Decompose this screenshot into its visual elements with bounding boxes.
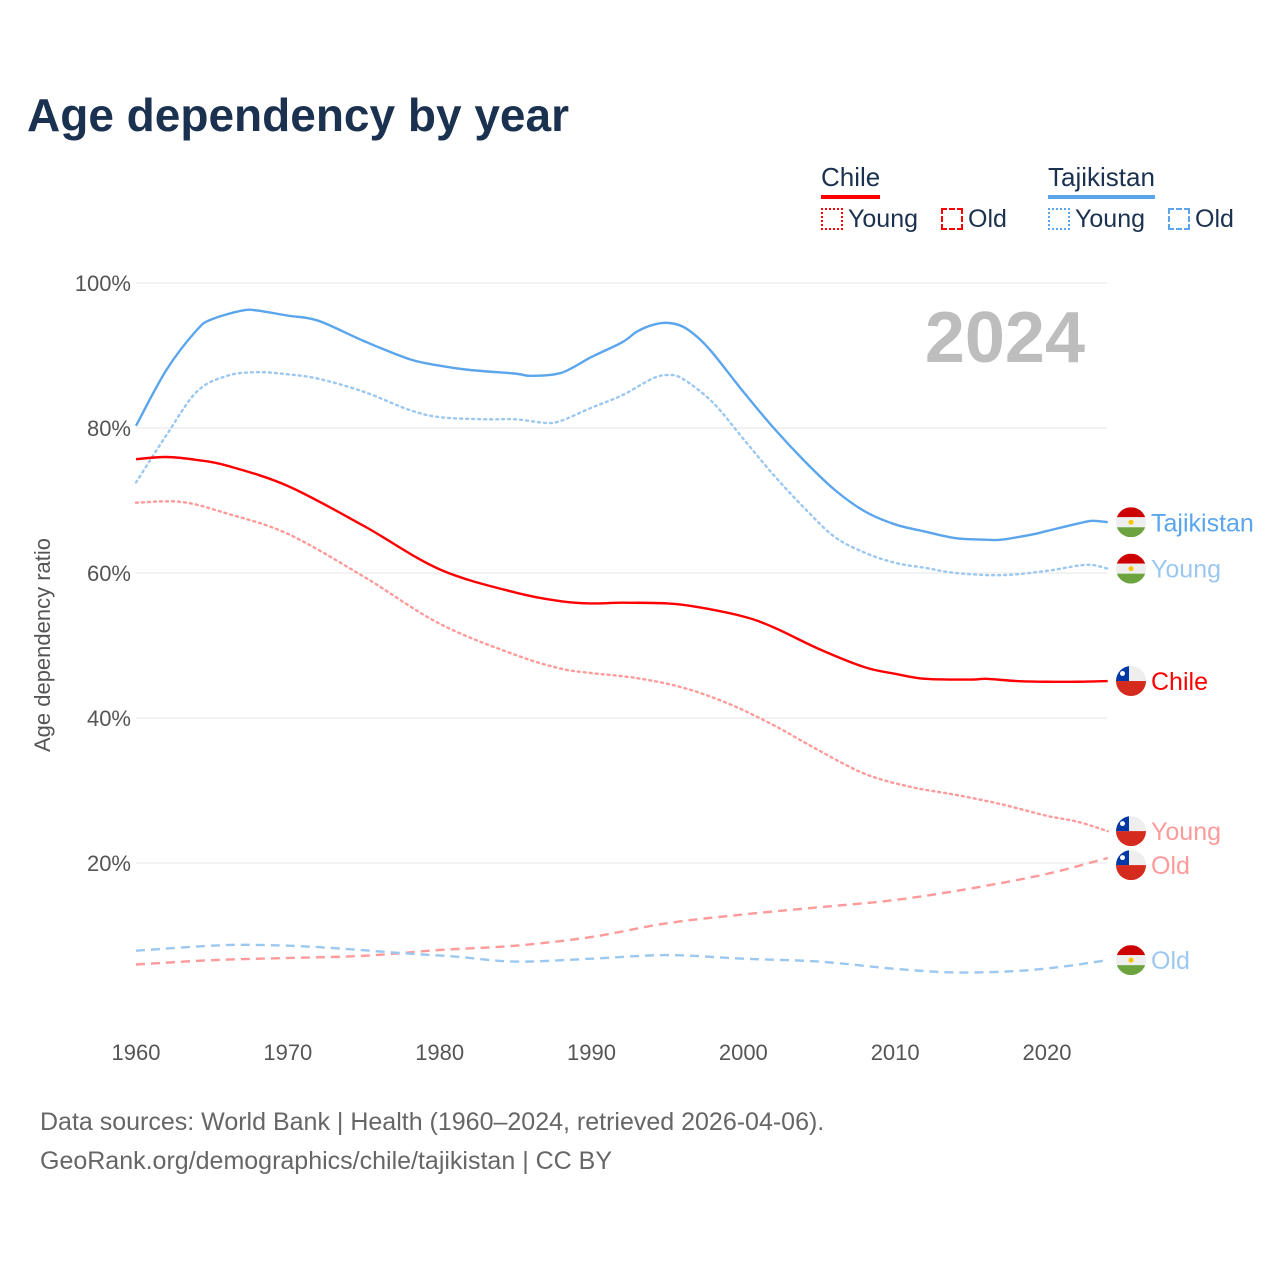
flag-chile-icon: [1116, 816, 1146, 847]
flag-chile-icon: [1116, 850, 1146, 881]
y-tick-label: 60%: [87, 561, 131, 586]
flag-star: [1120, 855, 1125, 861]
x-tick-label: 2020: [1023, 1040, 1072, 1065]
dotted-swatch-icon: [1048, 208, 1070, 230]
series-end-label: Young: [1151, 556, 1221, 584]
x-tick-label: 1990: [567, 1040, 616, 1065]
series-end-label: Tajikistan: [1151, 509, 1254, 537]
flag-part: [1116, 945, 1146, 956]
year-watermark: 2024: [925, 298, 1085, 378]
x-tick-label: 2000: [719, 1040, 768, 1065]
dashed-swatch-icon: [1168, 208, 1190, 230]
dotted-swatch-icon: [821, 208, 843, 230]
series-end-label: Old: [1151, 852, 1190, 880]
flag-crown: [1128, 957, 1134, 963]
legend-chile-old: Old: [941, 205, 1007, 234]
y-tick-label: 80%: [87, 416, 131, 441]
series-line-chile-old: [135, 856, 1109, 966]
legend-label: Young: [848, 205, 918, 233]
legend-tajikistan-title: Tajikistan: [1048, 162, 1155, 199]
x-tick-label: 2010: [871, 1040, 920, 1065]
legend-label: Old: [968, 205, 1007, 233]
series-line-tajikistan: [134, 308, 1108, 542]
flag-part: [1116, 865, 1146, 881]
y-axis-label: Age dependency ratio: [30, 538, 55, 752]
legend-chile-young: Young: [821, 205, 918, 234]
flag-crown: [1128, 519, 1134, 525]
series-line-tajikistan-old: [135, 943, 1108, 974]
flag-part: [1116, 553, 1146, 564]
series-end-label: Old: [1151, 947, 1190, 975]
source-url[interactable]: GeoRank.org/demographics/chile/tajikista…: [40, 1147, 613, 1175]
page-title: Age dependency by year: [27, 89, 569, 141]
series-end-label: Young: [1151, 818, 1221, 846]
x-tick-label: 1960: [112, 1040, 161, 1065]
flag-tajikistan-icon: [1116, 945, 1146, 976]
flag-star: [1120, 821, 1125, 827]
flag-tajikistan-icon: [1116, 553, 1146, 584]
flag-part: [1116, 507, 1146, 518]
legend-taj-young: Young: [1048, 205, 1145, 234]
legend-label: Young: [1075, 205, 1145, 233]
series-end-label: Chile: [1151, 668, 1208, 696]
flag-part: [1116, 527, 1146, 538]
flag-part: [1116, 831, 1146, 847]
x-tick-label: 1980: [415, 1040, 464, 1065]
legend-taj-old: Old: [1168, 205, 1234, 234]
legend-chile-title: Chile: [821, 162, 881, 199]
dashed-swatch-icon: [941, 208, 963, 230]
flag-star: [1120, 671, 1125, 677]
flag-chile-icon: [1116, 666, 1146, 697]
flag-part: [1116, 681, 1146, 697]
series-line-tajikistan-young: [134, 370, 1109, 577]
flag-part: [1116, 965, 1146, 976]
y-tick-label: 40%: [87, 706, 131, 731]
y-tick-label: 100%: [75, 271, 131, 296]
flag-crown: [1128, 566, 1134, 572]
x-tick-label: 1970: [263, 1040, 312, 1065]
flag-tajikistan-icon: [1116, 507, 1146, 538]
legend-label: Old: [1195, 205, 1234, 233]
flag-part: [1116, 573, 1146, 584]
source-text: Data sources: World Bank | Health (1960–…: [40, 1108, 825, 1136]
series-line-chile: [135, 455, 1108, 684]
y-tick-label: 20%: [87, 851, 131, 876]
series-line-chile-young: [134, 500, 1109, 833]
